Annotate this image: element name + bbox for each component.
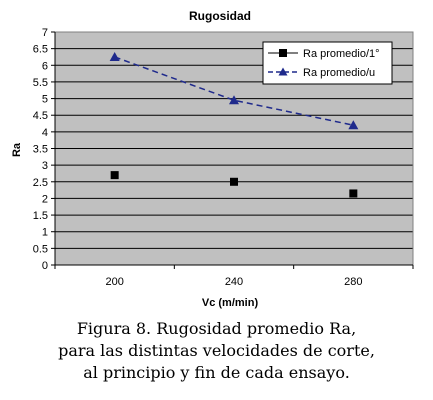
- y-tick-label: 2.5: [33, 177, 48, 189]
- data-point-triangle: [109, 51, 120, 61]
- grid-lines: [55, 48, 413, 249]
- y-tick-label: 1.5: [33, 210, 48, 222]
- x-tick-label: 240: [225, 276, 243, 288]
- y-tick-label: 4: [42, 127, 48, 139]
- legend-marker-square: [279, 49, 287, 57]
- y-tick-label: 6.5: [33, 44, 48, 56]
- legend-label-1: Ra promedio/1°: [303, 48, 380, 60]
- caption-line-2: para las distintas velocidades de corte,: [58, 341, 375, 360]
- y-tick-label: 3.5: [33, 144, 48, 156]
- data-point-square: [110, 171, 119, 180]
- data-point-triangle: [348, 120, 359, 130]
- y-tick-label: 5.5: [33, 77, 48, 89]
- chart: 0 0.5 1 1.5 2 2.5 3 3.5 4 4.5 5 5.5 6 6.5 7 200 240 280 R…: [11, 9, 414, 309]
- series: [109, 51, 359, 198]
- legend-marker-triangle: [278, 67, 288, 76]
- y-axis-label: Ra: [11, 142, 23, 157]
- y-tick-label: 2: [42, 193, 48, 205]
- y-tick-label: 0: [42, 260, 48, 272]
- y-tick-label: 3: [42, 160, 48, 172]
- data-point-square: [349, 189, 358, 198]
- chart-svg: 0 0.5 1 1.5 2 2.5 3 3.5 4 4.5 5 5.5 6 6.5 7 200 240 280 R…: [11, 9, 414, 309]
- y-tick-label: 1: [42, 227, 48, 239]
- x-tick-label: 200: [105, 276, 123, 288]
- y-tick-label: 7: [42, 27, 48, 39]
- data-point-square: [230, 177, 238, 186]
- series-line-2: [114, 56, 354, 126]
- legend-label-2: Ra promedio/u: [303, 67, 375, 79]
- chart-title: Rugosidad: [189, 9, 251, 23]
- figure-caption: Figura 8. Rugosidad promedio Ra, para la…: [0, 318, 433, 384]
- y-tick-label: 4.5: [33, 110, 48, 122]
- caption-line-3: al principio y fin de cada ensayo.: [83, 363, 350, 382]
- y-tick-label: 6: [42, 60, 48, 72]
- y-tick-label: 5: [42, 94, 48, 106]
- x-axis-label: Vc (m/min): [202, 297, 259, 309]
- legend: Ra promedio/1° Ra promedio/u: [262, 41, 393, 85]
- x-tick-label: 280: [344, 276, 362, 288]
- caption-line-1: Figura 8. Rugosidad promedio Ra,: [76, 319, 357, 338]
- y-tick-label: 0.5: [33, 243, 48, 255]
- data-point-triangle: [229, 95, 239, 105]
- axes: 0 0.5 1 1.5 2 2.5 3 3.5 4 4.5 5 5.5 6 6.5 7 200 240 280: [33, 27, 414, 288]
